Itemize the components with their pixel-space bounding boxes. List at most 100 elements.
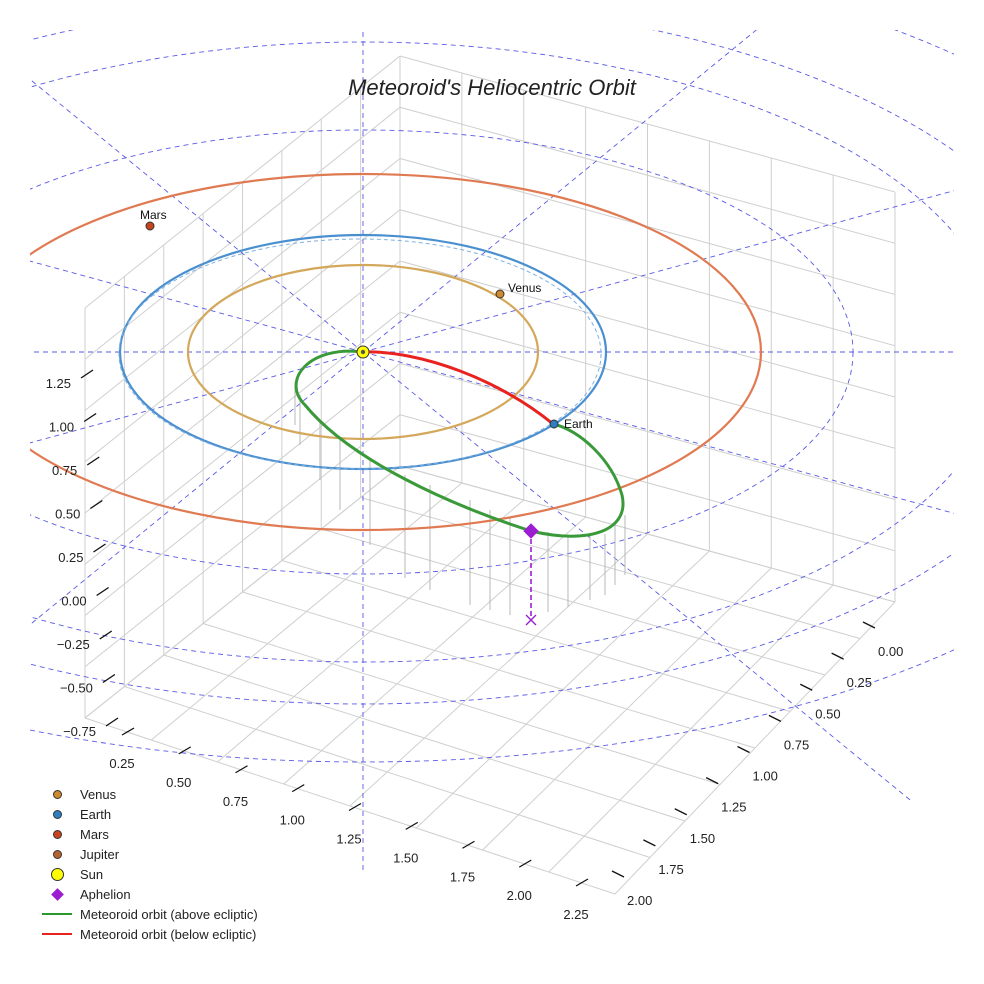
- z-tick-mark: [105, 717, 119, 727]
- x-tick-label: 0.25: [109, 756, 134, 771]
- y-tick-label: 2.00: [627, 893, 652, 908]
- legend-item: Sun: [40, 864, 258, 884]
- y-tick-label: 1.75: [658, 862, 683, 877]
- y-tick-label: 0.00: [878, 644, 903, 659]
- z-tick-mark: [83, 412, 97, 423]
- legend-key: [40, 864, 74, 884]
- legend: Venus Earth Mars Jupiter Sun Aphelion Meteoroi…: [40, 784, 258, 944]
- x-tick-mark: [291, 784, 305, 793]
- legend-symbol: [50, 867, 64, 881]
- reference-radial-line: [30, 351, 364, 444]
- x-tick-mark: [121, 727, 135, 736]
- x-tick-mark: [575, 878, 589, 887]
- z-tick-mark: [99, 630, 113, 640]
- planet-orbits: [30, 172, 762, 532]
- markers: Venus Earth Mars: [140, 208, 593, 626]
- venus-marker: [495, 289, 505, 299]
- floor-grid-line: [482, 567, 772, 851]
- mars-orbit: [30, 172, 762, 532]
- meteoroid-orbit-below-ecliptic: [362, 350, 554, 426]
- legend-key: [40, 844, 74, 864]
- legend-symbol: [52, 829, 62, 839]
- left-wall-horizontal: [84, 260, 401, 514]
- floor-grid-line: [548, 584, 834, 873]
- x-tick-label: 2.00: [507, 888, 532, 903]
- earth-marker: [549, 419, 559, 429]
- x-tick-label: 0.75: [223, 794, 248, 809]
- y-tick-mark: [737, 745, 750, 754]
- legend-key: [40, 884, 74, 904]
- floor-grid-line: [399, 465, 896, 603]
- legend-label: Earth: [80, 806, 112, 822]
- legend-key: [40, 824, 74, 844]
- x-tick-label: 1.75: [450, 869, 475, 884]
- aphelion-projection-marker: [525, 614, 537, 626]
- floor-grid-line: [281, 560, 791, 712]
- z-tick-label: 0.75: [52, 463, 77, 478]
- legend-symbol: [42, 933, 72, 935]
- legend-item: Meteoroid orbit (below ecliptic): [40, 924, 258, 944]
- legend-label: Sun: [80, 866, 104, 882]
- legend-item: Jupiter: [40, 844, 258, 864]
- reference-radial-line: [362, 351, 954, 514]
- axes: 1.25 1.00 0.75 0.50 0.25 0.00 −0.25 −0.50 −0.75 0…: [46, 369, 903, 922]
- y-tick-mark: [643, 839, 656, 847]
- back-wall-horizontal: [399, 209, 896, 347]
- earth-orbit-trace: [118, 238, 602, 470]
- legend-item: Aphelion: [40, 884, 258, 904]
- legend-symbol: [52, 809, 62, 819]
- legend-key: [40, 904, 74, 924]
- legend-label: Jupiter: [80, 846, 120, 862]
- y-tick-mark: [768, 714, 782, 722]
- y-tick-mark: [611, 870, 625, 878]
- x-tick-mark: [348, 802, 362, 812]
- floor-grid-line: [321, 528, 826, 676]
- y-tick-mark: [674, 808, 688, 816]
- z-tick-label: −0.50: [60, 681, 93, 696]
- reference-radial-line: [30, 260, 364, 353]
- reference-radial-line: [362, 351, 914, 803]
- back-wall-horizontal: [399, 106, 896, 244]
- legend-symbol: [52, 849, 62, 859]
- floor-grid-line: [360, 497, 861, 639]
- x-tick-label: 1.25: [336, 832, 361, 847]
- y-tick-label: 0.25: [847, 675, 872, 690]
- x-tick-mark: [518, 859, 532, 868]
- y-tick-label: 1.00: [753, 769, 778, 784]
- earth-orbit: [118, 233, 608, 471]
- floor-grid-panel: [84, 465, 896, 895]
- back-grid-panel: [399, 55, 896, 603]
- legend-item: Mars: [40, 824, 258, 844]
- sun-core: [360, 349, 366, 355]
- x-tick-mark: [235, 765, 248, 774]
- y-tick-label: 0.75: [784, 737, 809, 752]
- legend-symbol: [50, 887, 64, 901]
- x-tick-label: 1.50: [393, 850, 418, 865]
- legend-label: Meteoroid orbit (above ecliptic): [80, 906, 258, 922]
- y-tick-label: 0.50: [815, 706, 840, 721]
- y-tick-mark: [862, 621, 876, 629]
- legend-item: Earth: [40, 804, 258, 824]
- venus-orbit: [186, 263, 540, 441]
- legend-symbol: [52, 789, 62, 799]
- aphelion-marker: [523, 523, 539, 539]
- z-tick-label: 1.25: [46, 376, 71, 391]
- earth-label: Earth: [564, 417, 593, 431]
- x-tick-label: 2.25: [563, 907, 588, 922]
- z-tick-label: 0.25: [58, 550, 83, 565]
- left-wall-horizontal: [84, 209, 401, 463]
- orbit-drop-lines: [294, 385, 626, 620]
- legend-label: Aphelion: [80, 886, 131, 902]
- legend-symbol: [42, 913, 72, 915]
- x-tick-label: 1.00: [280, 813, 305, 828]
- z-tick-mark: [80, 369, 94, 379]
- z-tick-label: 0.50: [55, 507, 80, 522]
- back-wall-horizontal: [399, 260, 896, 398]
- legend-key: [40, 784, 74, 804]
- y-tick-mark: [831, 652, 844, 660]
- mars-marker: [145, 221, 155, 231]
- legend-item: Venus: [40, 784, 258, 804]
- z-tick-mark: [96, 586, 109, 597]
- legend-item: Meteoroid orbit (above ecliptic): [40, 904, 258, 924]
